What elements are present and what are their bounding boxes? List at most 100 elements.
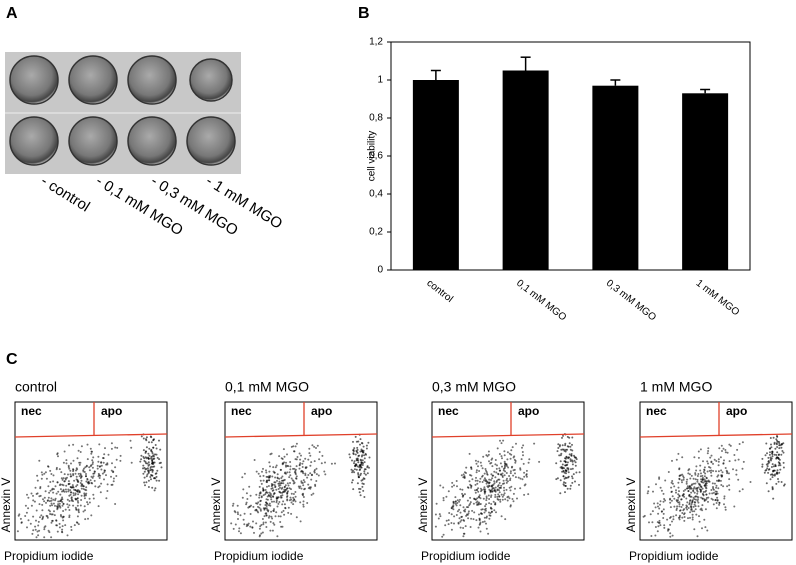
event-dot — [442, 499, 445, 502]
event-dot — [649, 513, 652, 516]
event-dot — [39, 494, 42, 497]
event-dot — [655, 483, 657, 486]
event-dot — [259, 479, 262, 482]
event-dot — [100, 461, 103, 464]
event-dot — [514, 472, 516, 475]
event-dot — [62, 519, 65, 522]
event-dot — [672, 515, 675, 518]
event-dot — [61, 504, 64, 507]
event-dot — [302, 479, 305, 482]
event-dot — [348, 453, 351, 456]
event-dot — [766, 452, 768, 455]
event-dot — [506, 480, 509, 483]
event-dot — [59, 506, 62, 509]
event-dot — [41, 509, 44, 512]
event-dot — [76, 484, 79, 486]
event-dot — [771, 455, 774, 458]
event-dot — [287, 465, 290, 468]
event-dot — [73, 524, 76, 527]
event-dot — [562, 434, 564, 437]
event-dot — [561, 467, 563, 470]
event-dot — [648, 521, 650, 524]
event-dot — [509, 489, 512, 492]
event-dot — [60, 471, 63, 474]
event-dot — [68, 482, 71, 485]
event-dot — [491, 488, 494, 491]
event-dot — [308, 447, 311, 450]
event-dot — [494, 463, 497, 466]
event-dot — [477, 490, 480, 493]
event-dot — [501, 495, 504, 498]
event-dot — [318, 458, 321, 461]
event-dot — [657, 505, 659, 508]
event-dot — [476, 482, 479, 485]
event-dot — [241, 496, 244, 499]
event-dot — [525, 473, 528, 476]
event-dot — [262, 521, 265, 524]
event-dot — [92, 497, 95, 500]
event-dot — [275, 488, 278, 491]
event-dot — [96, 467, 99, 470]
event-dot — [155, 479, 158, 482]
event-dot — [280, 477, 283, 479]
event-dot — [293, 467, 296, 470]
event-dot — [302, 505, 305, 508]
event-dot — [469, 496, 472, 499]
event-dot — [691, 518, 694, 521]
event-dot — [98, 477, 101, 479]
event-dot — [292, 496, 295, 499]
event-dot — [692, 487, 695, 490]
event-dot — [365, 447, 368, 450]
event-dot — [295, 475, 298, 478]
event-dot — [504, 518, 507, 521]
event-dot — [259, 509, 262, 512]
event-dot — [447, 519, 450, 522]
event-dot — [683, 508, 686, 511]
event-dot — [289, 482, 291, 484]
event-dot — [574, 461, 577, 464]
event-dot — [72, 470, 75, 473]
event-dot — [291, 479, 294, 482]
event-dot — [243, 523, 246, 526]
event-dot — [717, 460, 720, 463]
event-dot — [564, 482, 567, 484]
event-dot — [447, 490, 450, 493]
event-dot — [488, 517, 491, 520]
event-dot — [294, 495, 297, 498]
event-dot — [255, 470, 258, 473]
event-dot — [483, 477, 486, 480]
event-dot — [451, 485, 454, 488]
event-dot — [766, 467, 769, 470]
event-dot — [564, 442, 567, 445]
event-dot — [145, 446, 148, 449]
event-dot — [74, 493, 77, 496]
event-dot — [279, 521, 282, 523]
event-dot — [289, 474, 292, 477]
event-dot — [59, 514, 62, 516]
event-dot — [142, 449, 145, 452]
event-dot — [514, 487, 516, 490]
event-dot — [351, 481, 353, 484]
event-dot — [144, 484, 146, 487]
event-dot — [571, 443, 573, 446]
event-dot — [677, 486, 680, 489]
event-dot — [559, 460, 562, 463]
event-dot — [287, 506, 290, 509]
event-dot — [145, 481, 148, 484]
event-dot — [82, 469, 85, 472]
event-dot — [297, 485, 300, 488]
event-dot — [498, 478, 501, 481]
event-dot — [363, 457, 366, 460]
event-dot — [32, 529, 35, 532]
event-dot — [442, 497, 445, 499]
event-dot — [69, 491, 72, 494]
event-dot — [97, 472, 100, 475]
event-dot — [69, 475, 72, 478]
event-dot — [302, 460, 305, 463]
event-dot — [470, 474, 473, 477]
event-dot — [357, 461, 360, 464]
event-dot — [515, 442, 517, 445]
event-dot — [16, 530, 19, 533]
event-dot — [110, 469, 113, 472]
event-dot — [475, 469, 478, 472]
